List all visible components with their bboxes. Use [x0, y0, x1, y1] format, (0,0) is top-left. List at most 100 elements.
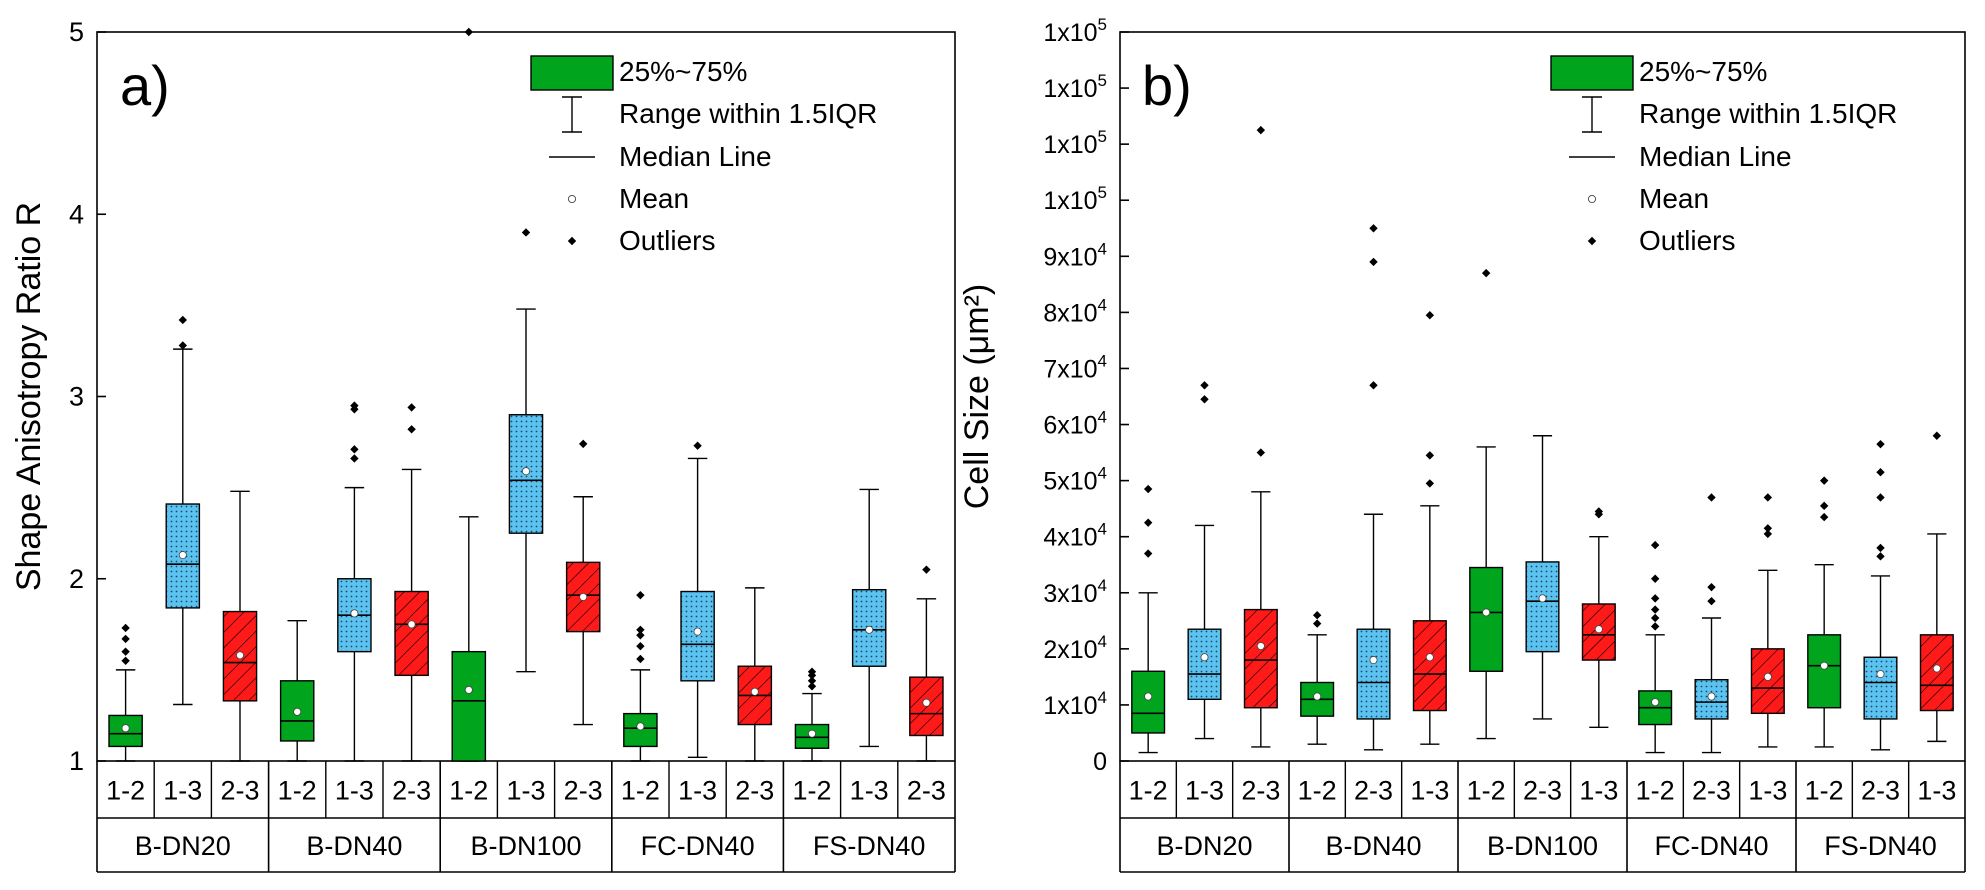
box-FS-DN40-2-3: [1863, 439, 1898, 751]
mean-marker: [1594, 625, 1603, 634]
legend-outlier-marker: [1587, 236, 1597, 246]
outlier-marker: [1425, 310, 1435, 320]
panel-label: a): [120, 54, 170, 117]
y-tick-label: 9x104: [1043, 239, 1107, 271]
outlier-marker: [1143, 549, 1153, 558]
iqr-box: [394, 590, 429, 677]
outlier-marker: [636, 631, 645, 640]
box-B-DN40-1-2: [279, 619, 315, 762]
outlier-marker: [1312, 619, 1322, 628]
group-label: B-DN20: [1156, 831, 1252, 861]
mean-marker: [178, 551, 187, 560]
outlier-marker: [464, 27, 473, 37]
category-sublabel: 1-2: [278, 776, 317, 806]
outlier-marker: [121, 623, 130, 633]
outlier-marker: [1256, 125, 1266, 135]
outlier-marker: [1143, 518, 1153, 527]
box-FC-DN40-2-3: [737, 587, 773, 762]
outlier-marker: [1819, 512, 1829, 522]
y-tick-label: 0: [1093, 748, 1107, 776]
outlier-marker: [178, 315, 187, 325]
group-label: B-DN100: [1487, 831, 1598, 861]
legend-box-swatch: [1550, 55, 1634, 91]
outlier-marker: [1876, 543, 1885, 553]
mean-marker: [464, 685, 473, 694]
outlier-marker: [1312, 611, 1322, 620]
category-sublabel: 1-3: [506, 776, 545, 806]
group-label: FS-DN40: [813, 831, 926, 861]
y-tick-label-exponent: 4: [1098, 464, 1107, 483]
box-B-DN40-1-3: [337, 401, 372, 762]
outlier-marker: [1650, 574, 1660, 583]
mean-marker: [693, 627, 702, 636]
category-sublabel: 1-3: [850, 776, 889, 806]
y-tick-label: 1x105: [1043, 183, 1107, 215]
mean-marker: [579, 592, 588, 601]
legend-outlier-marker: [567, 236, 577, 246]
outlier-marker: [350, 454, 359, 463]
y-tick-label-exponent: 4: [1098, 576, 1107, 595]
box-FS-DN40-1-3: [1919, 431, 1954, 743]
iqr-box: [1356, 628, 1391, 720]
outlier-marker: [1876, 552, 1885, 561]
legend-whisker-label: Range within 1.5IQR: [1639, 98, 1897, 129]
category-sublabel: 1-3: [335, 776, 374, 806]
outlier-marker: [1876, 493, 1885, 502]
mean-marker: [922, 698, 931, 707]
mean-marker: [121, 724, 130, 733]
y-tick-label-base: 0: [1093, 748, 1107, 776]
outlier-marker: [1369, 224, 1378, 233]
box-B-DN100-1-2: [1469, 268, 1504, 740]
box-FC-DN40-1-3: [680, 441, 715, 759]
mean-marker: [1482, 608, 1491, 617]
y-tick-label: 1x105: [1043, 71, 1107, 103]
legend-box-swatch: [530, 55, 614, 91]
box-B-DN20-2-3: [222, 490, 258, 762]
outlier-marker: [1763, 493, 1773, 502]
y-tick-label-base: 1x10: [1043, 692, 1097, 720]
category-sublabel: 1-2: [449, 776, 488, 806]
panel-label: b): [1142, 54, 1192, 117]
y-tick-label-exponent: 5: [1098, 183, 1107, 202]
category-sublabel: 1-3: [1579, 776, 1618, 806]
outlier-marker: [1876, 439, 1885, 449]
outlier-marker: [807, 676, 817, 686]
y-tick-label-exponent: 4: [1098, 688, 1107, 707]
group-label: FS-DN40: [1824, 831, 1937, 861]
outlier-marker: [1650, 540, 1660, 550]
iqr-box: [1525, 561, 1560, 653]
y-tick-label: 4: [69, 199, 84, 229]
category-sublabel: 1-3: [163, 776, 202, 806]
iqr-box: [1412, 620, 1447, 712]
mean-marker: [407, 620, 416, 629]
category-sublabel: 1-2: [1129, 776, 1168, 806]
y-tick-label-base: 1x10: [1043, 131, 1097, 159]
panel-b-cell-size: 01x1042x1043x1044x1045x1046x1047x1048x10…: [958, 15, 1966, 873]
y-tick-label-base: 8x10: [1043, 299, 1097, 327]
mean-marker: [1876, 670, 1885, 679]
y-tick-label: 8x104: [1043, 295, 1107, 327]
outlier-marker: [350, 401, 359, 410]
y-tick-label: 1x104: [1043, 688, 1107, 720]
box-FS-DN40-1-2: [794, 667, 830, 762]
outlier-marker: [1707, 493, 1716, 502]
category-sublabel: 1-2: [1805, 776, 1844, 806]
mean-marker: [865, 625, 874, 634]
mean-marker: [1200, 653, 1209, 662]
outlier-marker: [350, 445, 359, 454]
outlier-marker: [693, 441, 702, 450]
outlier-marker: [636, 625, 645, 634]
y-tick-label: 3x104: [1043, 576, 1107, 608]
box-B-DN100-1-3: [508, 228, 544, 673]
outlier-marker: [1763, 524, 1773, 533]
mean-marker: [522, 467, 531, 476]
mean-marker: [1256, 642, 1265, 651]
y-axis-label: Shape Anisotropy Ratio R: [10, 202, 48, 591]
y-tick-label: 5x104: [1043, 464, 1107, 496]
iqr-box: [1807, 634, 1842, 709]
box-FS-DN40-1-3: [851, 488, 887, 748]
outlier-marker: [636, 641, 645, 651]
category-sublabel: 2-3: [1692, 776, 1731, 806]
legend-box-label: 25%~75%: [1639, 56, 1767, 87]
